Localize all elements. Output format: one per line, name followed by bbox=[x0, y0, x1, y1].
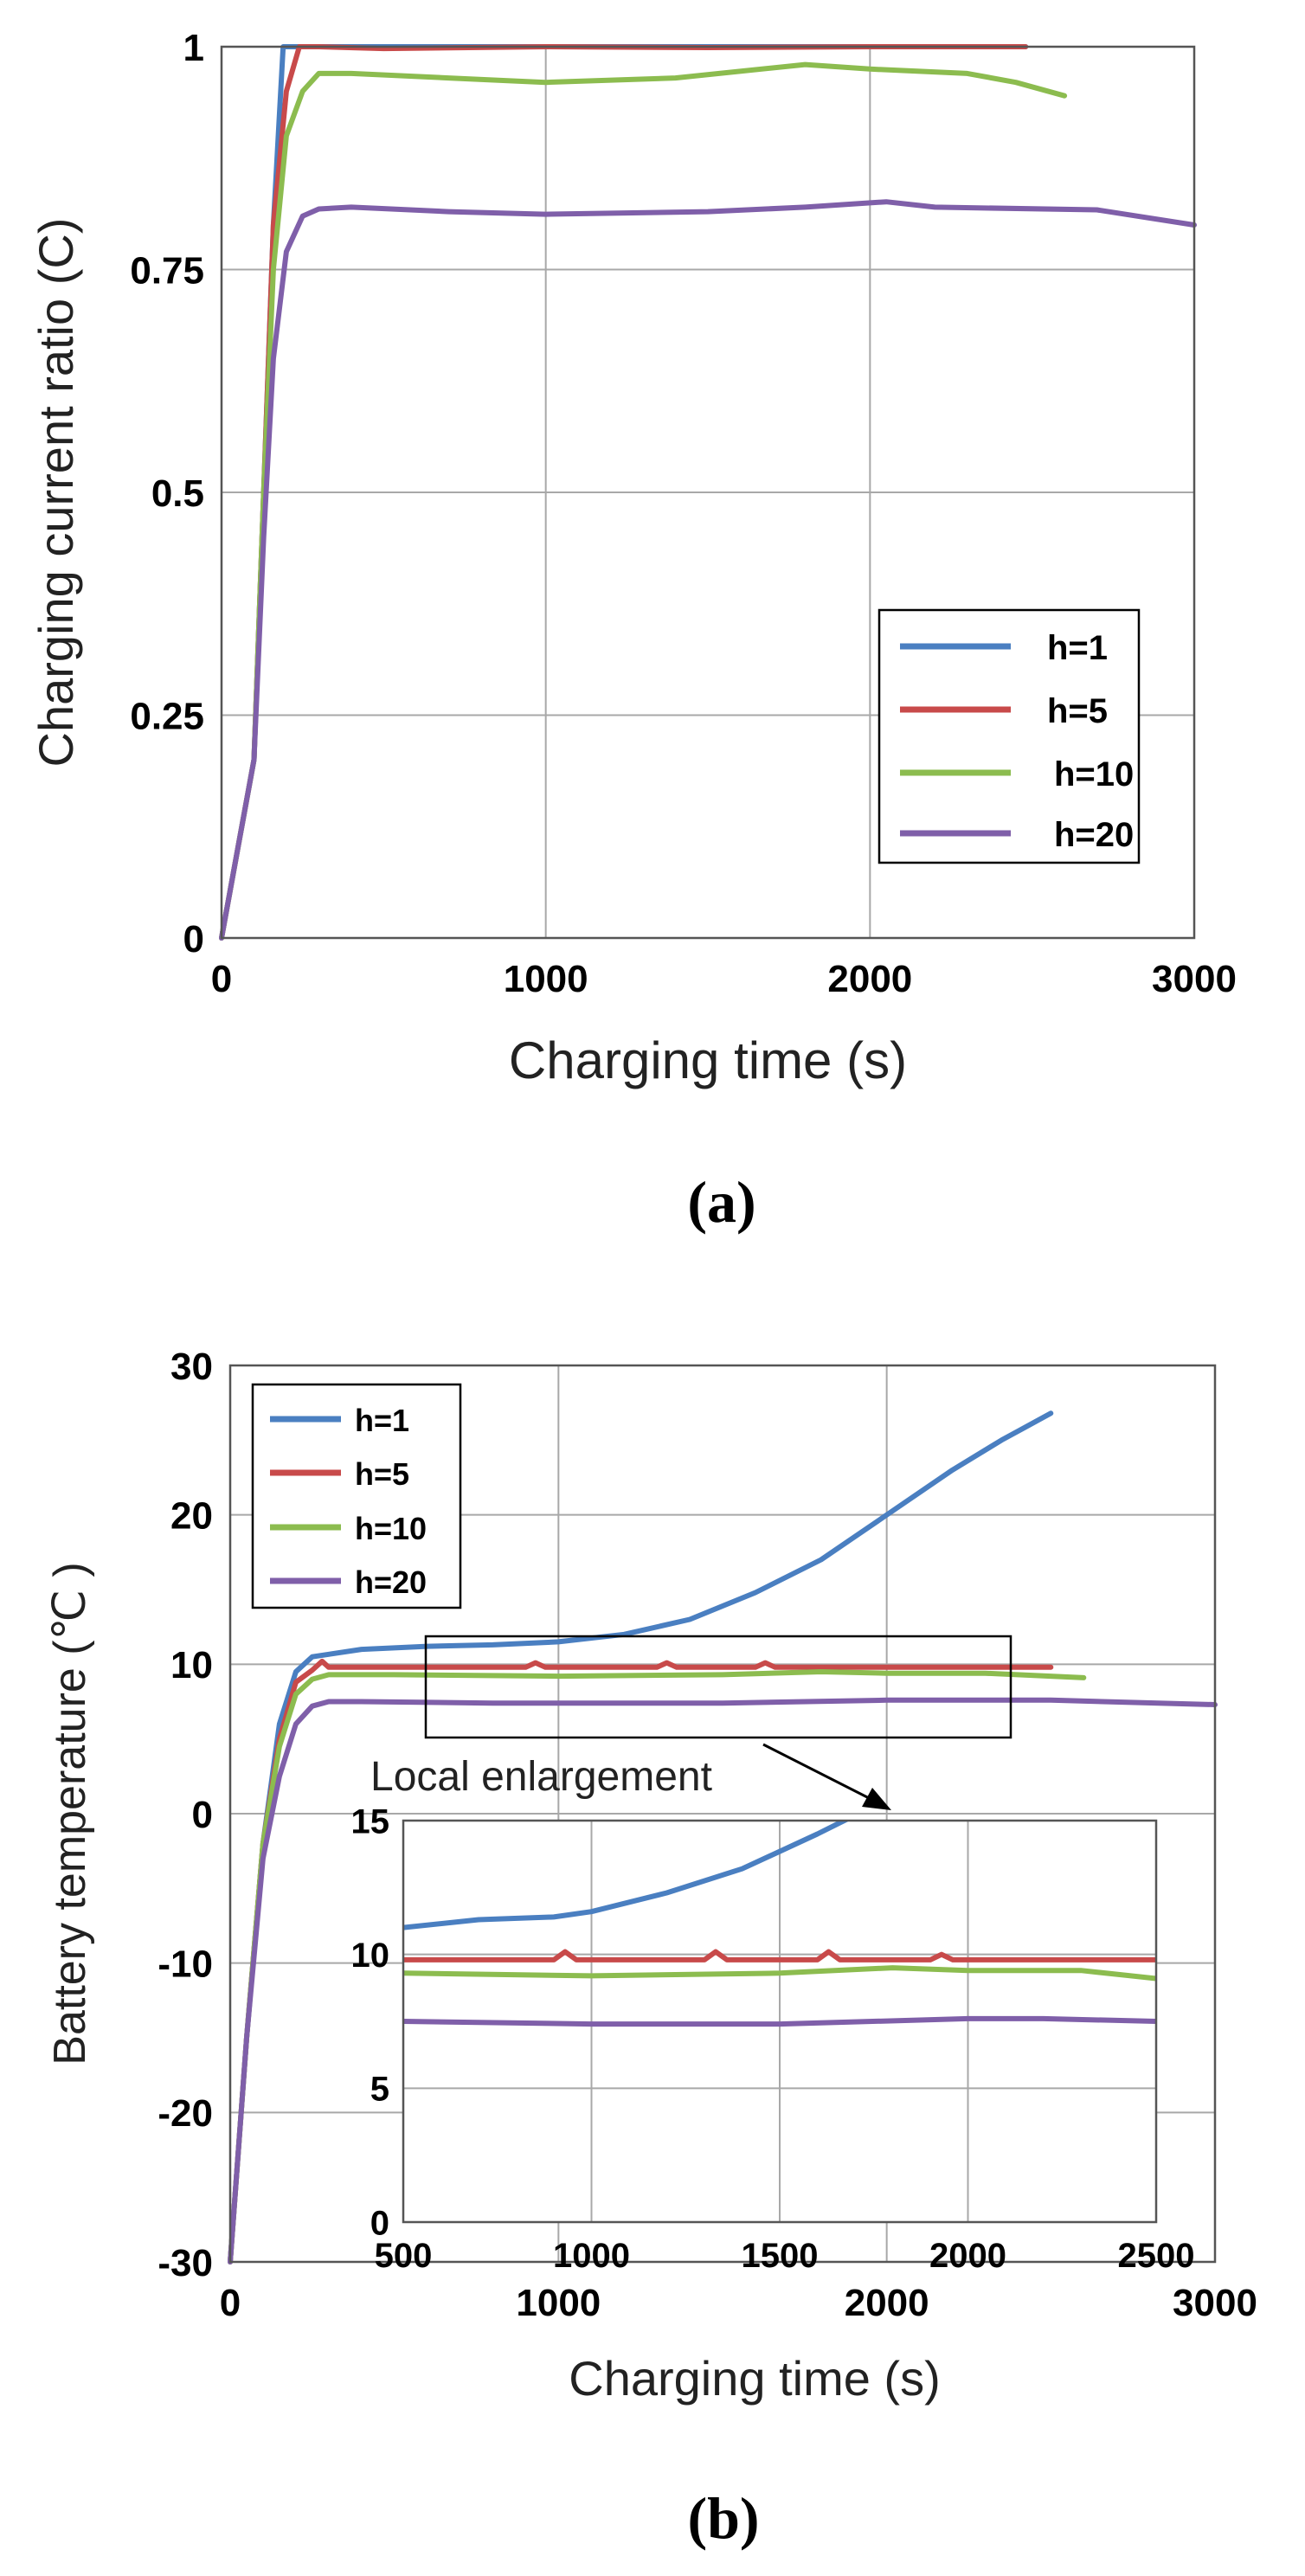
i-x-tick-label: 1000 bbox=[553, 2237, 630, 2275]
a-x-tick-label: 2000 bbox=[827, 958, 912, 1000]
i-x-tick-label: 2500 bbox=[1118, 2237, 1195, 2275]
legend-b-h10-label: h=10 bbox=[355, 1511, 427, 1546]
i-series-h10 bbox=[403, 1965, 1156, 1982]
i-x-tick-label: 2000 bbox=[929, 2237, 1006, 2275]
i-y-tick-label: 5 bbox=[370, 2071, 389, 2109]
i-series-h1 bbox=[403, 1821, 851, 1930]
b-y-tick-label: -10 bbox=[158, 1943, 213, 1986]
b-y-tick-label: -30 bbox=[158, 2242, 213, 2284]
a-y-tick-label: 0.75 bbox=[130, 249, 204, 292]
b-y-tick-label: 0 bbox=[192, 1794, 213, 1836]
local-enlargement-annotation: Local enlargement bbox=[370, 1754, 712, 1800]
a-y-tick-label: 1 bbox=[183, 27, 204, 69]
panel-b-legend: h=1 h=5 h=10 h=20 bbox=[251, 1383, 462, 1609]
b-series-h20 bbox=[228, 1697, 1218, 2264]
a-x-tick-label: 0 bbox=[211, 958, 232, 1000]
enlargement-arrow-line bbox=[762, 1743, 877, 1803]
panel-b-plot-frame bbox=[228, 1364, 1217, 2264]
i-x-tick-label: 1500 bbox=[742, 2237, 819, 2275]
panel-a-plot-frame bbox=[220, 45, 1196, 940]
panel-b-inset-chart: 500 1000 1500 2000 2500 0 5 10 15 bbox=[351, 1802, 1195, 2275]
b-x-tick-label: 1000 bbox=[516, 2282, 601, 2324]
panel-a-x-axis-label: Charging time (s) bbox=[509, 1031, 907, 1089]
b-x-tick-label: 0 bbox=[220, 2282, 241, 2324]
inset-plot-frame bbox=[402, 1819, 1158, 2224]
panel-a-legend-box bbox=[878, 608, 1141, 864]
legend-a-h20-label: h=20 bbox=[1054, 816, 1134, 854]
a-y-tick-label: 0.5 bbox=[151, 472, 204, 515]
a-x-tick-label: 1000 bbox=[504, 958, 588, 1000]
a-x-tick-label: 3000 bbox=[1152, 958, 1237, 1000]
legend-a-h1-label: h=1 bbox=[1047, 629, 1108, 667]
legend-b-h20-label: h=20 bbox=[355, 1564, 427, 1600]
panel-b-y-axis-label: Battery temperature (℃ ) bbox=[45, 1562, 95, 2065]
b-x-tick-label: 2000 bbox=[845, 2282, 929, 2324]
panel-b-x-axis-label: Charging time (s) bbox=[569, 2351, 940, 2406]
panel-b-battery-temperature-chart: 0 1000 2000 3000 -30 -20 -10 0 10 20 30 Local enl… bbox=[45, 1346, 1257, 2551]
i-y-tick-label: 0 bbox=[370, 2204, 389, 2242]
i-y-tick-label: 10 bbox=[351, 1937, 390, 1975]
b-y-tick-label: 20 bbox=[170, 1495, 213, 1538]
b-y-tick-label: 30 bbox=[170, 1346, 213, 1388]
b-y-tick-label: 10 bbox=[170, 1644, 213, 1686]
panel-b-caption: (b) bbox=[687, 2485, 759, 2551]
i-y-tick-label: 15 bbox=[351, 1802, 390, 1840]
i-x-tick-label: 500 bbox=[375, 2237, 433, 2275]
legend-b-h5-label: h=5 bbox=[355, 1456, 409, 1492]
b-series-h10 bbox=[228, 1669, 1087, 2264]
legend-a-h10-label: h=10 bbox=[1054, 755, 1134, 793]
panel-a-y-axis-label: Charging current ratio (C) bbox=[29, 218, 83, 768]
panel-a-current-ratio-chart: 0 1000 2000 3000 0 0.25 0.5 0.75 1 Charging tim… bbox=[29, 27, 1237, 1235]
panel-a-caption: (a) bbox=[687, 1169, 755, 1235]
enlargement-arrow-head bbox=[862, 1788, 891, 1810]
i-series-h5 bbox=[403, 1949, 1156, 1963]
panel-a-legend: h=1 h=5 h=10 h=20 bbox=[878, 608, 1141, 864]
a-y-tick-label: 0 bbox=[183, 918, 204, 960]
local-enlargement-box bbox=[424, 1635, 1012, 1739]
b-x-tick-label: 3000 bbox=[1173, 2282, 1257, 2324]
a-y-tick-label: 0.25 bbox=[130, 695, 204, 737]
legend-a-h5-label: h=5 bbox=[1047, 692, 1108, 730]
legend-b-h1-label: h=1 bbox=[355, 1403, 409, 1438]
i-series-h20 bbox=[403, 2015, 1156, 2027]
b-y-tick-label: -20 bbox=[158, 2092, 213, 2135]
a-series-h20 bbox=[219, 199, 1197, 941]
